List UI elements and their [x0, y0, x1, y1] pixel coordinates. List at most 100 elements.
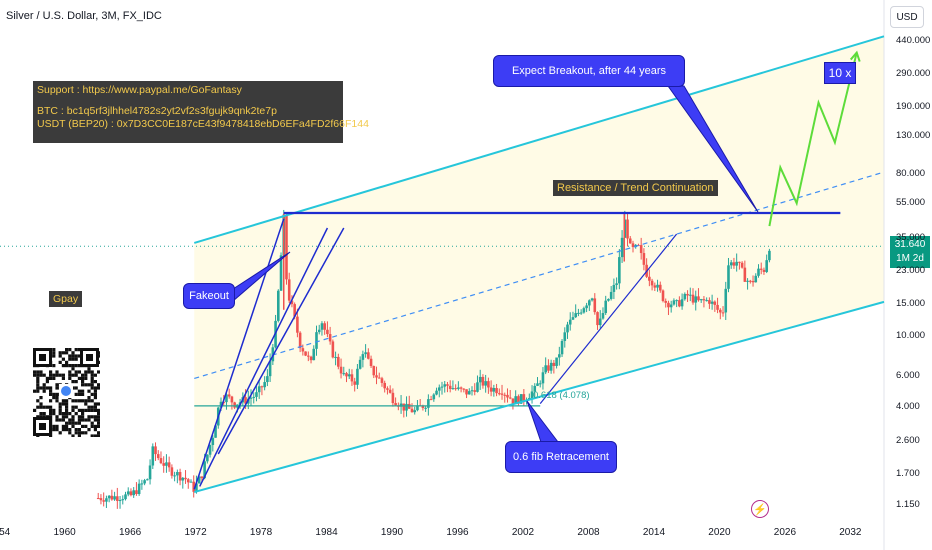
candle-body: [293, 304, 296, 317]
candle-body: [137, 483, 141, 495]
candle-body: [579, 312, 583, 314]
candle-body: [612, 284, 616, 292]
candle-body: [345, 373, 348, 377]
candle-body: [697, 296, 700, 301]
candle-body: [367, 352, 370, 359]
candle-body: [754, 275, 758, 283]
support-line-usdt: USDT (BEP20) : 0x7D3CC0E187cE43f9478418e…: [37, 118, 369, 130]
candle-body: [124, 494, 127, 500]
candle-body: [549, 362, 553, 371]
candle-body: [462, 388, 466, 390]
candle-body: [402, 403, 406, 411]
candle-body: [708, 300, 711, 304]
candle-body: [176, 472, 179, 476]
x-tick-label: 2014: [642, 527, 666, 538]
currency-button[interactable]: USD: [890, 6, 924, 28]
candle-body: [361, 354, 365, 360]
candle-body: [296, 316, 299, 333]
candle-body: [503, 394, 507, 396]
candle-body: [99, 498, 103, 501]
candle-body: [566, 324, 569, 333]
candle-body: [465, 389, 468, 395]
candle-body: [252, 396, 256, 398]
candle-body: [729, 262, 733, 266]
candle-body: [691, 294, 695, 303]
candle-body: [759, 268, 763, 270]
candle-body: [514, 396, 517, 404]
candle-body: [768, 250, 771, 261]
candle-body: [560, 340, 564, 355]
candle-body: [440, 386, 444, 388]
lightning-icon[interactable]: ⚡: [751, 500, 769, 518]
y-tick-label: 1.700: [896, 468, 920, 480]
candle-body: [650, 280, 654, 286]
candle-body: [609, 291, 613, 299]
candle-body: [678, 300, 681, 307]
candle-body: [170, 467, 174, 476]
candle-body: [260, 386, 264, 388]
fakeout-trend-line: [199, 227, 329, 487]
candle-body: [653, 285, 657, 288]
candle-body: [118, 500, 122, 502]
candle-body: [508, 397, 512, 399]
x-tick-label: 1960: [53, 527, 76, 538]
candle-body: [751, 281, 755, 283]
candle-body: [571, 317, 575, 320]
candle-body: [757, 268, 760, 276]
candle-body: [672, 300, 676, 305]
candle-body: [648, 276, 651, 281]
candle-body: [129, 491, 133, 496]
candle-body: [301, 348, 305, 352]
candle-body: [727, 265, 730, 289]
candle-body: [372, 366, 376, 376]
candle-body: [353, 381, 356, 385]
candle-body: [738, 261, 741, 263]
candle-body: [167, 462, 171, 468]
candle-body: [388, 389, 392, 393]
candle-body: [596, 312, 599, 326]
candle-body: [165, 462, 168, 466]
last-price-countdown: 1M 2d: [896, 253, 924, 264]
candle-body: [489, 387, 493, 392]
candle-body: [298, 332, 302, 349]
candle-body: [588, 300, 591, 306]
candle-body: [702, 299, 706, 301]
candle-body: [618, 257, 621, 284]
candle-body: [424, 407, 427, 409]
candle-body: [350, 374, 354, 382]
candle-body: [154, 446, 157, 455]
candle-body: [601, 313, 605, 319]
candle-body: [342, 373, 346, 375]
candle-body: [290, 300, 294, 305]
candle-body: [159, 458, 163, 464]
candle-body: [326, 329, 329, 335]
candle-body: [626, 219, 629, 239]
candle-body: [181, 477, 185, 481]
candle-body: [552, 362, 556, 366]
candle-body: [721, 312, 725, 314]
candle-body: [487, 381, 490, 388]
x-tick-label: 2020: [708, 527, 731, 538]
candle-body: [519, 394, 523, 404]
candle-body: [607, 298, 610, 301]
candle-body: [178, 472, 182, 481]
candle-body: [743, 267, 747, 282]
candle-body: [538, 383, 542, 385]
candle-body: [312, 348, 316, 361]
candle-body: [716, 304, 719, 310]
fakeout-trend-line: [217, 227, 345, 455]
candle-body: [263, 382, 266, 388]
candle-body: [497, 393, 501, 395]
channel-middle-line: [194, 171, 885, 380]
last-price-tag: 31.640 1M 2d: [890, 236, 930, 268]
candle-body: [391, 392, 395, 404]
candle-body: [664, 300, 668, 303]
y-tick-label: 440.000: [896, 35, 931, 47]
candle-body: [558, 354, 561, 358]
candle-body: [162, 463, 166, 466]
candle-body: [437, 387, 441, 391]
candle-body: [334, 356, 337, 358]
candle-body: [323, 323, 326, 330]
candle-body: [102, 500, 105, 502]
